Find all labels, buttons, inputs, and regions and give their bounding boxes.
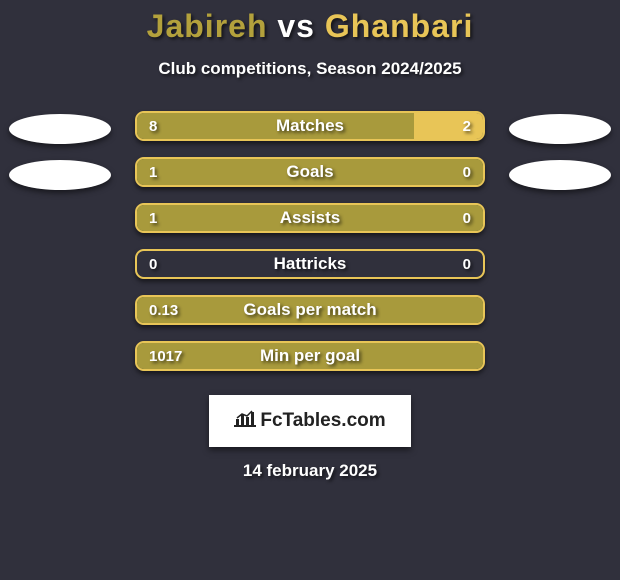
stat-bar-track: 0 0Hattricks bbox=[135, 249, 485, 279]
stat-bar-fill-p1 bbox=[137, 297, 483, 323]
stat-row: 0 0Hattricks bbox=[0, 249, 620, 295]
stat-value-p2: 0 bbox=[463, 251, 471, 277]
stat-row: 1017Min per goal bbox=[0, 341, 620, 387]
stat-bar-track: 0.13Goals per match bbox=[135, 295, 485, 325]
chart-icon bbox=[234, 409, 256, 433]
stat-bar-track: 1017Min per goal bbox=[135, 341, 485, 371]
logo: FcTables.com bbox=[234, 409, 385, 433]
stat-bar-track: 82Matches bbox=[135, 111, 485, 141]
subtitle: Club competitions, Season 2024/2025 bbox=[0, 59, 620, 79]
title-player1: Jabireh bbox=[147, 8, 268, 44]
stat-row: 10Goals bbox=[0, 157, 620, 203]
stat-bar-fill-p2 bbox=[414, 113, 483, 139]
logo-box: FcTables.com bbox=[209, 395, 411, 447]
avatar-player1 bbox=[9, 114, 111, 144]
date: 14 february 2025 bbox=[0, 461, 620, 481]
comparison-card: Jabireh vs Ghanbari Club competitions, S… bbox=[0, 0, 620, 580]
stat-rows: 82Matches 10Goals 10Assists 0 0Hattricks 0.13… bbox=[0, 111, 620, 387]
stat-row: 10Assists bbox=[0, 203, 620, 249]
stat-bar-fill-p1 bbox=[137, 205, 483, 231]
title-player2: Ghanbari bbox=[325, 8, 473, 44]
stat-value-p1: 0 bbox=[149, 251, 157, 277]
stat-row: 0.13Goals per match bbox=[0, 295, 620, 341]
stat-bar-fill-p1 bbox=[137, 343, 483, 369]
avatar-player2 bbox=[509, 114, 611, 144]
stat-bar-track: 10Assists bbox=[135, 203, 485, 233]
logo-text: FcTables.com bbox=[260, 410, 385, 432]
stat-bar-track: 10Goals bbox=[135, 157, 485, 187]
title: Jabireh vs Ghanbari bbox=[0, 8, 620, 45]
stat-row: 82Matches bbox=[0, 111, 620, 157]
stat-bar-fill-p1 bbox=[137, 113, 414, 139]
avatar-player1 bbox=[9, 160, 111, 190]
stat-label: Hattricks bbox=[137, 251, 483, 277]
avatar-player2 bbox=[509, 160, 611, 190]
title-vs: vs bbox=[277, 8, 315, 44]
stat-bar-fill-p1 bbox=[137, 159, 483, 185]
